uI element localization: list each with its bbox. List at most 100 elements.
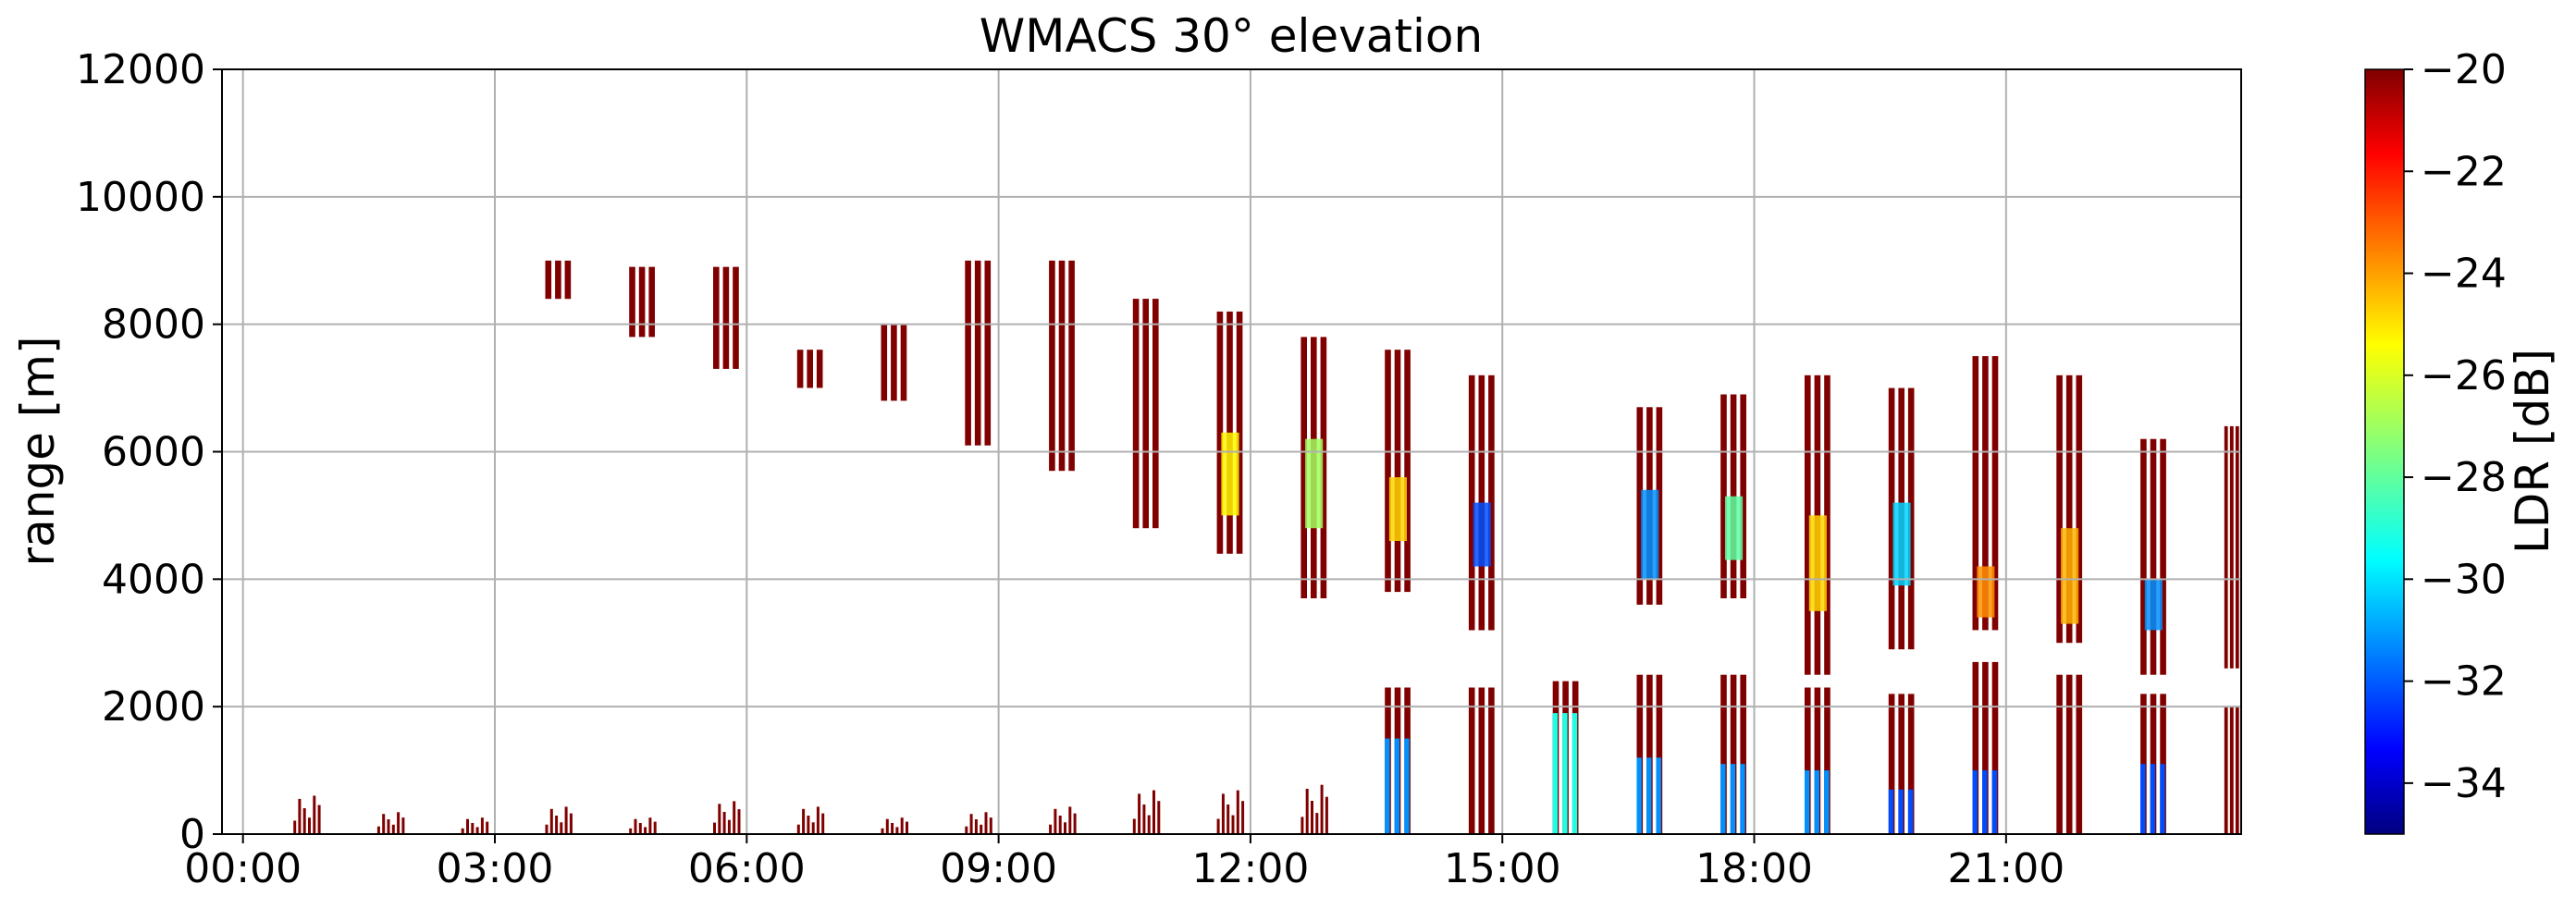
low-core-9-stripe (2140, 764, 2146, 834)
x-tick-label: 00:00 (184, 845, 302, 892)
low-scan-7-stripe (1991, 661, 1999, 834)
clutter-1-mark (401, 817, 405, 834)
low-core-6-stripe (1898, 789, 1904, 834)
clutter-5-mark (733, 801, 736, 834)
clutter-2-mark (486, 821, 489, 834)
clutter-8-mark (969, 814, 973, 834)
cloud-core-11 (1473, 502, 1491, 567)
clutter-6-mark (807, 816, 810, 834)
y-tick-label: 12000 (76, 46, 205, 93)
colorbar-tick-label: −30 (2421, 556, 2507, 603)
low-scan-8-stripe (2056, 674, 2063, 834)
cloud-core-17 (2061, 528, 2079, 624)
clutter-12-mark (1325, 796, 1328, 834)
clutter-9-mark (1064, 822, 1066, 834)
clutter-5-mark (718, 804, 721, 834)
low-core-2-stripe (1552, 713, 1558, 834)
clutter-8-mark (984, 812, 988, 834)
clutter-2-mark (466, 818, 469, 834)
clutter-2-mark (475, 827, 479, 834)
clutter-12-mark (1300, 817, 1304, 834)
clutter-0-mark (293, 820, 297, 834)
low-core-4-stripe (1740, 764, 1745, 834)
clutter-12-mark (1311, 801, 1313, 834)
low-core-2-stripe (1571, 713, 1578, 834)
clutter-8-mark (980, 824, 983, 834)
clutter-1-mark (382, 814, 386, 834)
low-scan-7-stripe (1982, 661, 1989, 834)
cloud-scan-14-stripe (1824, 375, 1830, 675)
clutter-10-mark (1138, 793, 1141, 834)
clutter-4-mark (644, 827, 647, 834)
chart-title: WMACS 30° elevation (980, 9, 1483, 63)
cloud-scan-16-stripe (1972, 356, 1979, 631)
low-core-2-stripe (1562, 713, 1568, 834)
low-scan-1-stripe (1488, 687, 1495, 834)
cloud-scan-14-stripe (1805, 375, 1811, 675)
clutter-3-mark (560, 822, 563, 834)
cloud-scan-0-stripe (564, 260, 572, 300)
clutter-12-mark (1315, 813, 1319, 834)
clutter-2-mark (461, 828, 464, 834)
clutter-6-mark (821, 813, 825, 834)
x-axis: 00:00 03:00 06:00 09:00 12:00 15:00 18:00 21:00 (184, 834, 2064, 892)
cloud-scan-3-stripe (816, 350, 823, 388)
clutter-7-mark (900, 817, 904, 834)
low-core-0-stripe (1385, 738, 1390, 834)
clutter-11-mark (1236, 790, 1239, 834)
y-tick-label: 6000 (102, 429, 205, 476)
cloud-scan-2-stripe (733, 266, 739, 369)
cloud-scan-19-stripe (2229, 425, 2234, 669)
clutter-3-mark (545, 824, 548, 834)
cloud-scan-5-stripe (974, 260, 981, 446)
clutter-12-mark (1305, 789, 1309, 834)
colorbar-tick-label: −24 (2421, 251, 2507, 298)
clutter-4-mark (634, 818, 637, 834)
low-core-7-stripe (1972, 770, 1978, 834)
low-core-7-stripe (1982, 770, 1988, 834)
colorbar-tick-label: −32 (2421, 658, 2507, 706)
colorbar-label: LDR [dB] (2506, 349, 2559, 554)
clutter-8-mark (965, 826, 968, 834)
low-core-4-stripe (1730, 764, 1736, 834)
cloud-scan-13-stripe (1720, 394, 1727, 598)
clutter-11-mark (1216, 818, 1220, 834)
low-scan-3-stripe (1656, 674, 1663, 834)
cloud-scan-9-stripe (1300, 337, 1307, 598)
low-scan-10-stripe (2229, 706, 2234, 834)
x-tick-label: 09:00 (940, 845, 1057, 892)
cloud-scan-7-stripe (1132, 299, 1140, 529)
cloud-core-10 (1388, 477, 1407, 541)
clutter-3-mark (555, 816, 559, 834)
low-scan-6-stripe (1898, 694, 1904, 834)
cloud-scan-1-stripe (648, 266, 655, 338)
low-scan-6-stripe (1907, 694, 1915, 834)
cloud-scan-16-stripe (1982, 356, 1989, 631)
cloud-core-14 (1808, 515, 1827, 611)
clutter-0-mark (317, 805, 321, 834)
clutter-8-mark (989, 817, 992, 834)
clutter-9-mark (1073, 813, 1077, 834)
clutter-10-mark (1142, 805, 1146, 834)
clutter-0-mark (308, 817, 311, 834)
cloud-scan-2-stripe (722, 266, 730, 369)
y-axis: 0 2000 4000 6000 8000 10000 12000 (76, 46, 222, 858)
clutter-12-mark (1320, 784, 1324, 834)
cloud-scan-15-stripe (1907, 387, 1915, 650)
cloud-scan-12-stripe (1636, 407, 1644, 605)
low-scan-5-stripe (1805, 687, 1811, 834)
x-tick-label: 03:00 (437, 845, 554, 892)
clutter-11-mark (1221, 793, 1225, 834)
cloud-scan-4-stripe (891, 324, 897, 401)
clutter-11-mark (1241, 801, 1245, 834)
low-scan-5-stripe (1814, 687, 1821, 834)
low-core-3-stripe (1646, 757, 1652, 834)
low-core-0-stripe (1404, 738, 1410, 834)
cloud-scan-12-stripe (1656, 407, 1663, 605)
cloud-scan-1-stripe (638, 266, 646, 338)
low-core-5-stripe (1814, 770, 1819, 834)
clutter-5-mark (722, 812, 726, 834)
colorbar (2364, 68, 2405, 835)
clutter-7-mark (881, 828, 884, 834)
low-scan-3-stripe (1646, 674, 1653, 834)
